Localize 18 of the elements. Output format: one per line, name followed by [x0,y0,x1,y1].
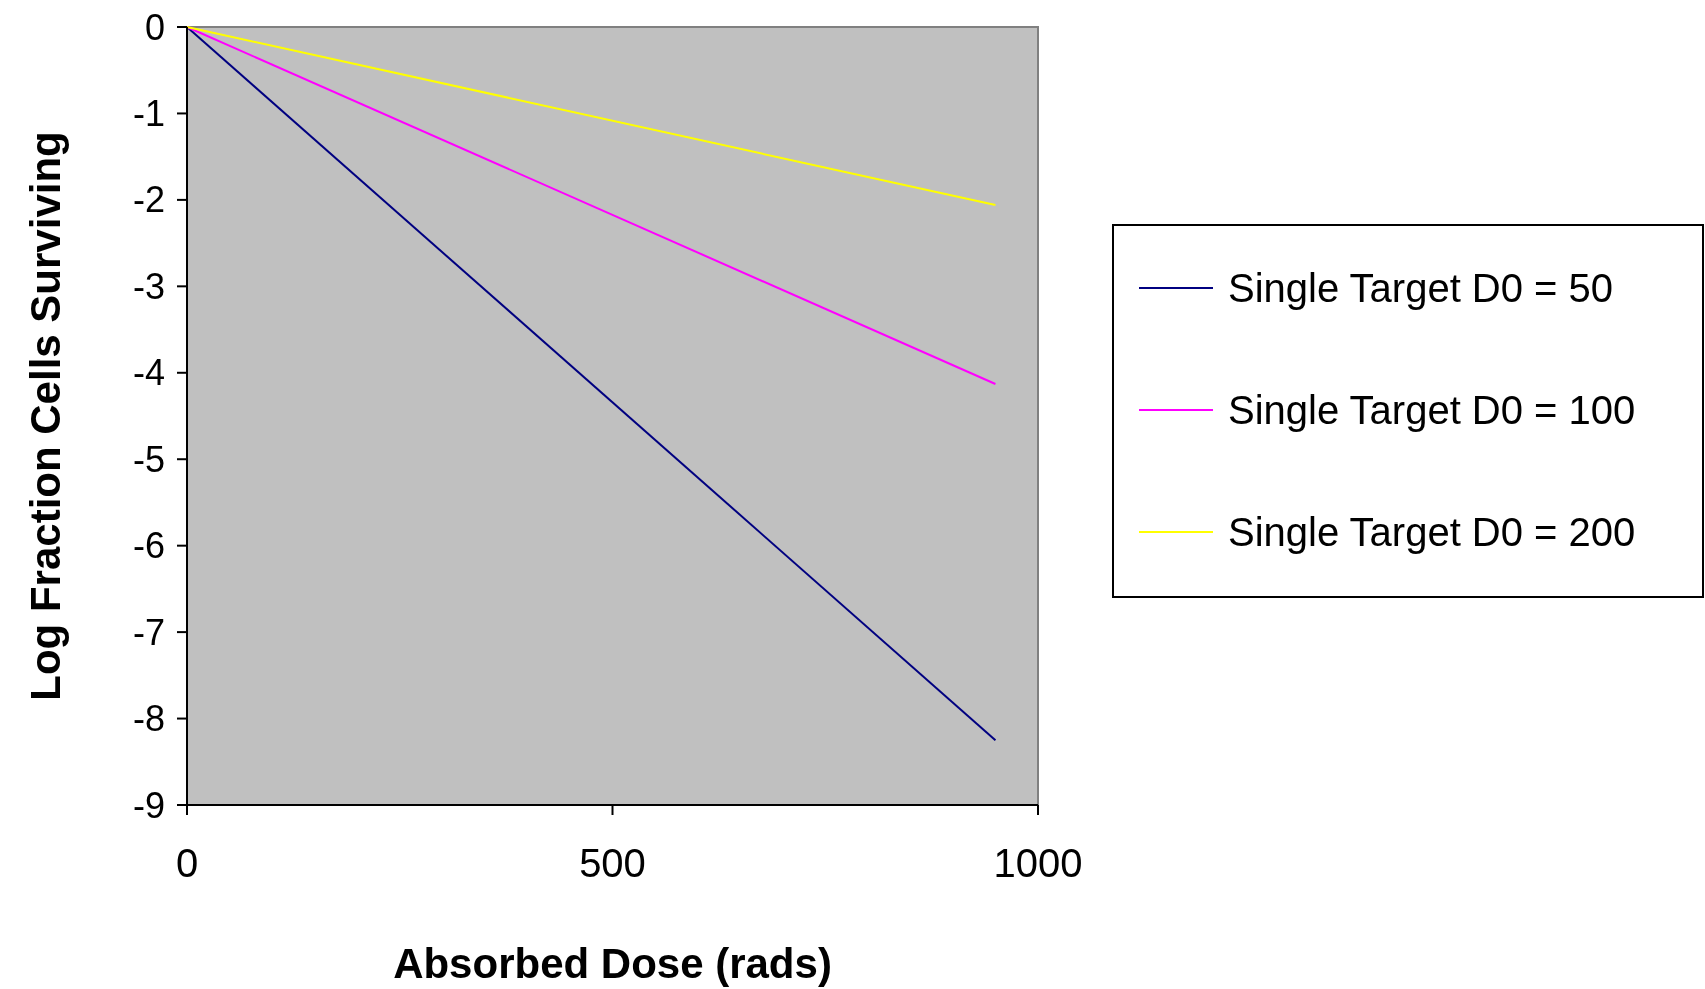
y-tick-label: -4 [132,352,165,394]
y-axis-title: Log Fraction Cells Surviving [22,131,69,701]
y-tick-label: -6 [132,525,165,567]
y-tick-label: -1 [132,93,165,135]
legend-label: Single Target D0 = 100 [1228,388,1636,432]
legend-label: Single Target D0 = 200 [1228,510,1636,554]
x-axis-title: Absorbed Dose (rads) [393,940,832,987]
x-tick-label: 1000 [993,841,1083,885]
y-tick-label: -9 [132,784,165,826]
y-tick-label: 0 [144,6,165,48]
y-tick-label: -5 [132,438,165,480]
legend-label: Single Target D0 = 50 [1228,266,1614,310]
y-tick-label: -2 [132,179,165,221]
y-tick-label: -7 [132,611,165,653]
x-tick-label: 500 [579,841,646,885]
y-tick-label: -3 [132,265,165,307]
y-tick-label: -8 [132,698,165,740]
x-tick-label: 0 [175,841,199,885]
